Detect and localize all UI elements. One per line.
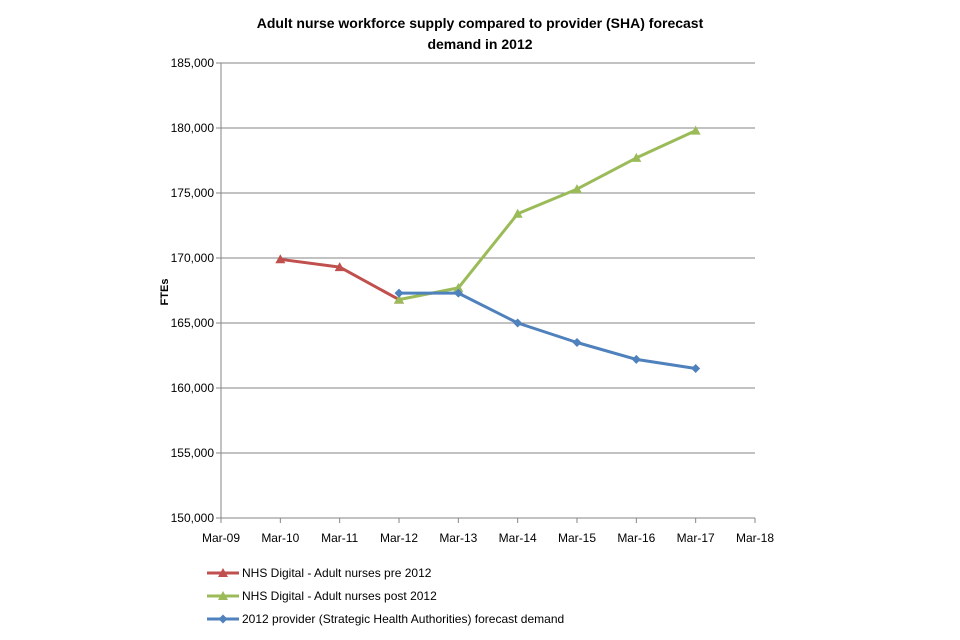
data-point [453,288,463,298]
data-point [394,294,404,304]
y-axis-ticks: 150,000 155,000 160,000 165,000 170,000 175,0… [171,56,221,525]
data-point [394,288,404,298]
x-tick-label: Mar-10 [261,531,299,545]
y-tick-label: 155,000 [171,446,215,460]
data-point [631,152,642,162]
data-point [572,338,582,347]
x-tick-label: Mar-11 [321,531,358,545]
x-tick-label: Mar-14 [499,531,537,545]
chart-title: Adult nurse workforce supply compared to… [257,15,704,52]
data-point [275,254,286,264]
legend-label: NHS Digital - Adult nurses pre 2012 [242,566,432,580]
legend-swatch-marker [218,591,228,600]
x-tick-label: Mar-12 [380,531,418,545]
x-tick-label: Mar-16 [617,531,655,545]
gridlines [221,62,755,454]
data-point [513,318,523,328]
x-tick-label: Mar-13 [439,531,477,545]
series-2 [394,125,701,304]
data-point [453,282,464,292]
series-line [399,291,696,370]
x-tick-label: Mar-17 [677,531,715,545]
y-tick-label: 165,000 [171,316,215,330]
series-3 [394,288,701,373]
legend-item-3: 2012 provider (Strategic Health Authorit… [207,612,564,626]
chart-title-line-2: demand in 2012 [427,36,532,52]
x-tick-label: Mar-15 [558,531,596,545]
series-1 [275,254,404,304]
legend-item-2: NHS Digital - Adult nurses post 2012 [207,589,437,603]
legend-swatch-marker [218,568,228,577]
legend-item-1: NHS Digital - Adult nurses pre 2012 [207,566,432,580]
series-line [398,129,697,302]
y-tick-label: 160,000 [171,381,215,395]
x-tick-label: Mar-18 [736,531,774,545]
y-tick-label: 175,000 [171,186,215,200]
series-group [275,125,701,373]
legend: NHS Digital - Adult nurses pre 2012 NHS D… [207,566,564,626]
y-tick-label: 180,000 [171,121,215,135]
axes [220,63,755,519]
y-tick-label: 185,000 [171,56,215,70]
data-point [690,125,701,135]
x-axis-ticks: Mar-09 Mar-10 Mar-11 Mar-12 Mar-13 Mar-14 Mar-… [202,518,774,545]
legend-label: NHS Digital - Adult nurses post 2012 [242,589,437,603]
legend-swatch-marker [218,614,228,624]
legend-label: 2012 provider (Strategic Health Authorit… [242,612,564,626]
data-point [512,208,523,218]
data-point [631,354,641,364]
data-point [691,364,701,373]
y-tick-label: 150,000 [171,511,215,525]
y-axis-label: FTEs [159,279,171,306]
x-tick-label: Mar-09 [202,531,240,545]
chart-title-line-1: Adult nurse workforce supply compared to… [257,15,704,31]
y-tick-label: 170,000 [171,251,215,265]
data-point [572,184,582,194]
data-point [334,262,345,272]
